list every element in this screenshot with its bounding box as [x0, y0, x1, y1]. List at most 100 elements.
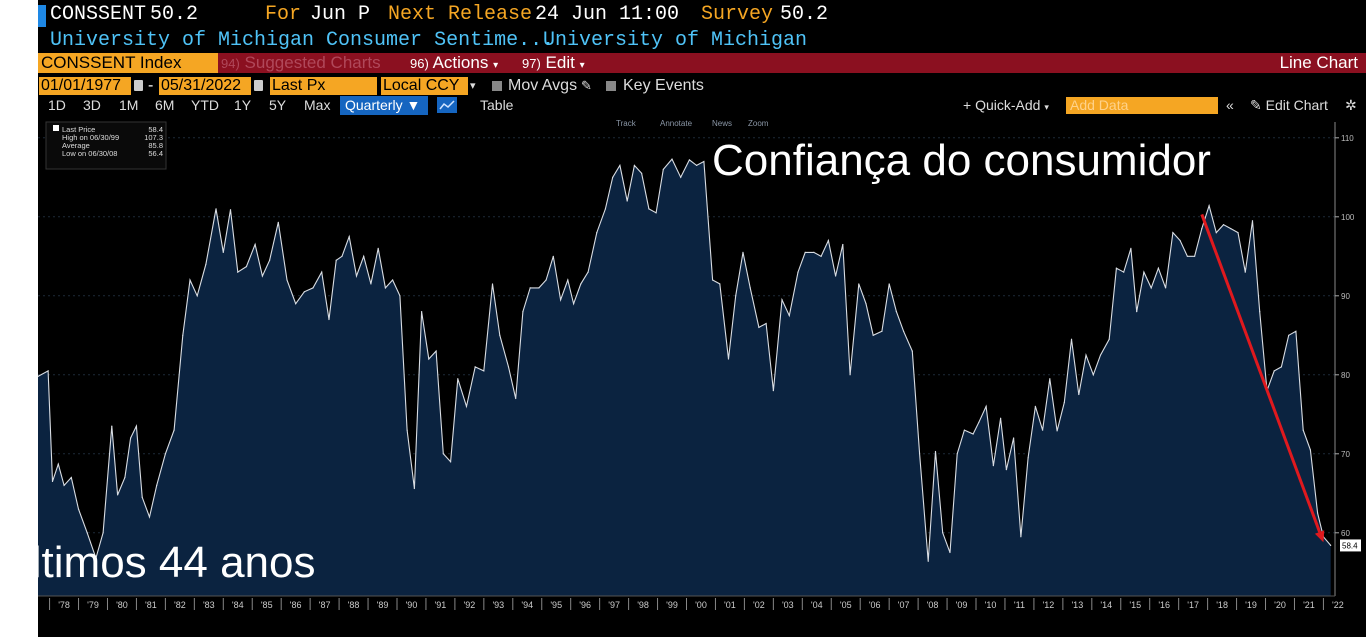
next-release-value: 24 Jun 11:00: [535, 3, 680, 26]
x-tick-label-'84: '84: [232, 600, 244, 610]
table-button[interactable]: Table: [480, 97, 514, 113]
y-tick-label-100: 100: [1341, 213, 1355, 222]
data-point-79: [633, 164, 635, 167]
edit-menu[interactable]: 97) Edit ▾: [522, 53, 585, 72]
data-point-144: [1123, 271, 1125, 273]
data-point-21: [189, 279, 191, 281]
data-point-101: [804, 251, 806, 253]
edit-chart-button[interactable]: ✎ Edit Chart: [1250, 97, 1328, 113]
data-point-44: [370, 283, 372, 285]
range-3d[interactable]: 3D: [83, 97, 101, 113]
data-point-123: [972, 433, 974, 435]
range-6m[interactable]: 6M: [155, 97, 175, 113]
x-tick-label-'91: '91: [435, 600, 447, 610]
collapse-icon[interactable]: «: [1226, 97, 1234, 113]
data-point-8: [95, 557, 97, 559]
actions-menu[interactable]: 96) Actions ▾: [410, 53, 499, 72]
data-point-154: [1193, 255, 1196, 257]
data-point-111: [881, 330, 883, 332]
data-point-130: [1020, 536, 1022, 538]
data-point-36: [312, 287, 314, 289]
x-tick-label-'09: '09: [956, 600, 968, 610]
data-point-89: [711, 279, 714, 281]
period-select[interactable]: Quarterly ▼: [340, 96, 428, 115]
data-point-57: [465, 405, 468, 407]
for-value: Jun P: [310, 3, 371, 26]
data-point-84: [671, 158, 673, 160]
data-point-151: [1172, 232, 1174, 234]
mov-avgs-checkbox[interactable]: [492, 81, 502, 91]
for-label: For: [265, 3, 302, 26]
data-point-42: [355, 275, 358, 277]
x-tick-label-'03: '03: [782, 600, 794, 610]
end-date-field[interactable]: 05/31/2022: [159, 77, 251, 95]
x-tick-label-'04: '04: [811, 600, 823, 610]
mov-avgs-label: Mov Avgs: [508, 77, 578, 94]
range-1m[interactable]: 1M: [119, 97, 139, 113]
data-point-32: [277, 221, 279, 223]
gear-icon[interactable]: ✲: [1345, 97, 1357, 113]
data-point-143: [1115, 267, 1118, 269]
add-data-input[interactable]: Add Data: [1066, 97, 1218, 114]
x-tick-label-'15: '15: [1129, 600, 1141, 610]
data-point-126: [992, 465, 994, 467]
data-point-47: [392, 279, 394, 281]
pencil-icon[interactable]: ✎: [581, 78, 592, 93]
data-point-131: [1027, 457, 1029, 459]
data-point-87: [696, 164, 698, 167]
data-point-93: [742, 251, 744, 253]
menu-bar: CONSSENT Index 94) Suggested Charts 96) …: [38, 53, 1366, 73]
data-point-68: [552, 255, 554, 257]
data-point-40: [341, 255, 343, 257]
key-events-checkbox[interactable]: [606, 81, 616, 91]
y-tick-label-70: 70: [1341, 450, 1350, 459]
x-tick-label-'05: '05: [840, 600, 852, 610]
chevron-down-icon[interactable]: ▾: [470, 80, 476, 92]
range-max[interactable]: Max: [304, 97, 331, 113]
data-point-82: [655, 212, 657, 214]
data-point-114: [903, 330, 905, 332]
data-point-31: [269, 259, 271, 261]
x-tick-label-'97: '97: [608, 600, 620, 610]
start-date-field[interactable]: 01/01/1977: [39, 77, 131, 95]
field-select[interactable]: Last Px: [270, 77, 377, 95]
data-point-53: [435, 350, 437, 352]
range-5y[interactable]: 5Y: [269, 97, 287, 113]
range-ytd[interactable]: YTD: [191, 97, 219, 113]
x-tick-label-'12: '12: [1043, 600, 1055, 610]
data-point-112: [888, 283, 890, 285]
x-tick-label-'08: '08: [927, 600, 939, 610]
range-1d[interactable]: 1D: [48, 97, 66, 113]
range-1y[interactable]: 1Y: [234, 97, 252, 113]
data-point-99: [788, 314, 790, 317]
data-point-141: [1099, 354, 1102, 356]
data-point-149: [1157, 267, 1159, 269]
calendar-icon[interactable]: [254, 80, 263, 91]
quick-add-button[interactable]: + Quick-Add ▾: [963, 97, 1049, 113]
x-tick-label-'78: '78: [58, 600, 70, 610]
toolbar: 1D 3D 1M 6M YTD 1Y 5Y Max Quarterly ▼ Ta…: [38, 95, 1366, 116]
x-tick-label-'82: '82: [174, 600, 186, 610]
data-point-100: [797, 271, 799, 273]
data-point-77: [619, 164, 621, 167]
currency-select[interactable]: Local CCY: [381, 77, 468, 95]
data-point-66: [538, 287, 540, 289]
data-point-55: [449, 461, 452, 463]
suggested-charts-menu[interactable]: 94) Suggested Charts: [221, 53, 381, 72]
trend-arrow-head: [1314, 530, 1325, 543]
data-point-46: [384, 287, 387, 289]
data-point-63: [515, 397, 517, 400]
data-point-122: [963, 429, 966, 431]
y-tick-label-110: 110: [1341, 134, 1354, 143]
x-tick-label-'16: '16: [1158, 600, 1170, 610]
line-chart-icon[interactable]: [437, 97, 457, 113]
data-point-54: [442, 453, 444, 455]
calendar-icon[interactable]: [134, 80, 143, 91]
chart-area[interactable]: 60 70 80 90 100 110 58.4 '78 '79 '80 '81 '82 '83 '84 '…: [38, 116, 1366, 614]
data-point-61: [499, 334, 501, 336]
survey-value: 50.2: [780, 3, 829, 26]
data-point-161: [1244, 271, 1246, 273]
data-point-150: [1165, 287, 1167, 289]
data-point-165: [1273, 370, 1275, 372]
security-input[interactable]: CONSSENT Index: [38, 53, 218, 73]
